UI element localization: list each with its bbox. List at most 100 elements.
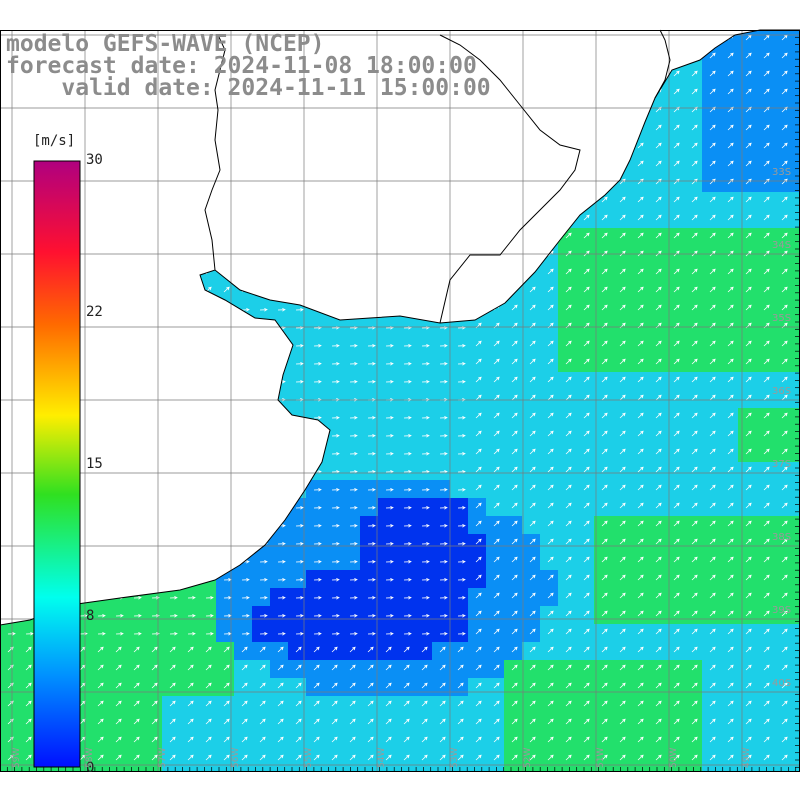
wind-arrow <box>403 523 412 528</box>
wave-cell <box>612 768 630 772</box>
wind-arrow <box>673 646 680 653</box>
wind-arrow <box>385 700 392 707</box>
wind-arrow <box>781 592 788 599</box>
wind-arrow <box>205 682 212 689</box>
wind-arrow <box>457 700 464 707</box>
wind-arrow <box>403 646 410 653</box>
wind-arrow <box>403 613 412 618</box>
wave-cell <box>144 624 162 642</box>
wind-arrow <box>403 595 412 600</box>
wind-arrow <box>781 754 788 761</box>
wave-cell <box>18 624 36 642</box>
wind-arrow <box>583 520 590 527</box>
wind-arrow <box>601 502 608 509</box>
wind-arrow <box>97 718 104 725</box>
wind-arrow <box>601 430 608 437</box>
wind-arrow <box>331 736 338 743</box>
wind-arrow <box>637 484 644 491</box>
wind-arrow <box>745 628 752 635</box>
wave-cell <box>792 750 800 768</box>
wind-arrow <box>313 541 322 546</box>
wave-cell <box>396 336 414 354</box>
wave-cell <box>36 768 54 772</box>
wave-cell <box>414 336 432 354</box>
wind-arrow <box>475 592 482 599</box>
wind-arrow <box>709 232 716 239</box>
wind-arrow <box>763 700 770 707</box>
grid-lines <box>0 30 800 772</box>
wind-arrow <box>529 358 536 365</box>
wave-cell <box>432 516 450 534</box>
wind-arrow <box>727 700 734 707</box>
wind-arrow <box>709 754 716 761</box>
wind-arrow <box>475 520 482 527</box>
wave-cell <box>126 606 144 624</box>
wind-arrow <box>727 466 734 473</box>
wave-cell <box>576 768 594 772</box>
wind-arrow <box>349 541 358 546</box>
wind-arrow <box>691 376 698 383</box>
wind-arrow <box>313 736 320 743</box>
wave-cell <box>792 462 800 480</box>
wave-cell <box>396 480 414 498</box>
wind-arrow <box>493 736 500 743</box>
wind-arrow <box>691 556 698 563</box>
wind-arrow <box>457 595 466 600</box>
wind-arrow <box>223 646 230 653</box>
wind-arrow <box>511 376 518 383</box>
wave-cell <box>378 372 396 390</box>
wind-arrow <box>619 358 626 365</box>
wind-arrow <box>691 448 698 455</box>
wind-arrow <box>241 664 248 671</box>
wave-cell <box>378 426 396 444</box>
wind-arrow <box>601 628 608 635</box>
wind-arrow <box>709 466 716 473</box>
wind-arrow <box>763 484 770 491</box>
wind-arrow <box>547 376 554 383</box>
wind-arrow <box>403 343 412 348</box>
wind-arrow <box>547 502 554 509</box>
wind-arrow <box>475 430 482 437</box>
wave-cell <box>792 282 800 300</box>
wind-arrow <box>745 232 752 239</box>
wind-arrow <box>295 664 302 671</box>
wind-arrow <box>727 304 734 311</box>
wave-cell <box>792 516 800 534</box>
wind-arrow <box>763 466 770 473</box>
wind-arrow <box>727 592 734 599</box>
wind-arrow <box>727 628 734 635</box>
wind-arrow <box>475 736 482 743</box>
wind-arrow <box>241 646 248 653</box>
wind-arrow <box>331 646 338 653</box>
wind-arrow <box>583 430 590 437</box>
wind-arrow <box>115 613 124 618</box>
wave-cell <box>414 624 432 642</box>
wind-arrow <box>745 160 752 167</box>
wind-arrow <box>511 502 518 509</box>
wave-cell <box>414 444 432 462</box>
wind-arrow <box>655 484 662 491</box>
wave-cell <box>288 570 306 588</box>
wave-cell <box>180 588 198 606</box>
lon-label-57w: 57W <box>158 747 168 768</box>
wave-cell <box>360 570 378 588</box>
wind-arrow <box>277 718 284 725</box>
wind-arrow <box>133 754 140 761</box>
wind-arrow <box>673 664 680 671</box>
wind-arrow <box>439 577 448 582</box>
wind-arrow <box>259 700 266 707</box>
wave-cell <box>396 768 414 772</box>
lat-label-40s: 40S <box>772 678 792 689</box>
wind-arrow <box>781 52 788 59</box>
wind-arrow <box>529 556 536 563</box>
wave-cell <box>450 372 468 390</box>
wind-arrow <box>439 361 448 366</box>
wave-cell <box>414 354 432 372</box>
wind-arrow <box>331 541 340 546</box>
wind-arrow <box>745 304 752 311</box>
wind-arrow <box>673 196 680 203</box>
wave-cell <box>234 768 252 772</box>
wave-cell <box>792 498 800 516</box>
wind-arrow <box>673 466 680 473</box>
wave-cell <box>324 516 342 534</box>
